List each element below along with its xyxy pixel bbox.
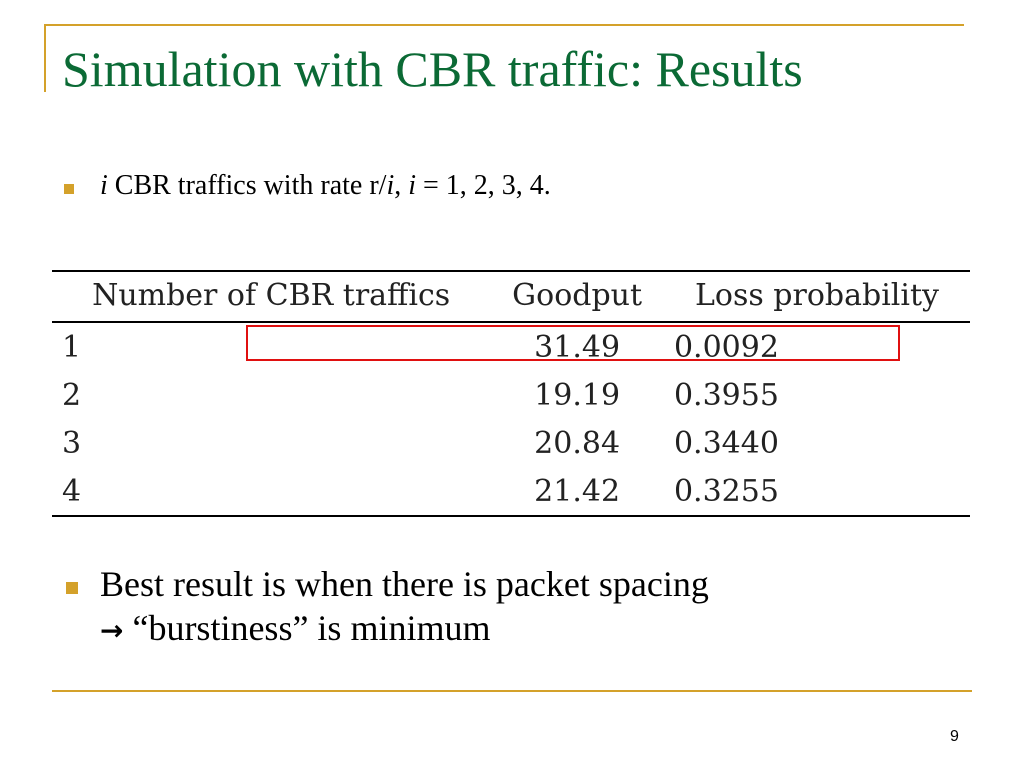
header-loss: Loss probability [694, 278, 939, 313]
bullet-text-conclusion: Best result is when there is packet spac… [100, 562, 960, 653]
cell-goodput: 21.42 [534, 473, 621, 509]
conclusion-line-1: Best result is when there is packet spac… [100, 564, 709, 604]
top-rule [44, 24, 964, 26]
bullet-text-rates: i CBR traffics with rate r/i, i = 1, 2, … [100, 170, 551, 202]
cell-goodput: 31.49 [534, 329, 621, 365]
bullet-marker [66, 582, 78, 594]
text-segment: CBR traffics with rate r/ [107, 170, 387, 201]
var-i: i [100, 170, 108, 201]
slide-title: Simulation with CBR traffic: Results [62, 41, 803, 97]
cell-goodput: 19.19 [534, 377, 621, 413]
cell-loss: 0.3440 [673, 425, 779, 461]
conclusion-line-2: “burstiness” is minimum [123, 608, 491, 648]
cell-number: 4 [62, 473, 82, 509]
cell-number: 2 [62, 377, 82, 413]
cell-loss: 0.3255 [673, 473, 779, 509]
table-row: 2 19.19 0.3955 [52, 371, 970, 419]
cell-number: 1 [62, 329, 82, 365]
best-row-highlight-box [246, 325, 900, 361]
text-segment: = 1, 2, 3, 4. [416, 170, 551, 201]
table-row: 3 20.84 0.3440 [52, 419, 970, 467]
bottom-rule [52, 690, 972, 692]
bullet-marker [64, 184, 74, 194]
cell-loss: 0.3955 [673, 377, 779, 413]
cell-goodput: 20.84 [534, 425, 621, 461]
cell-number: 3 [62, 425, 82, 461]
table-header-row: Number of CBR traffics Goodput Loss prob… [52, 271, 970, 322]
cell-loss: 0.0092 [673, 329, 779, 365]
results-table: Number of CBR traffics Goodput Loss prob… [52, 270, 970, 517]
header-goodput: Goodput [512, 278, 643, 313]
page-number: 9 [950, 728, 959, 745]
table-row: 4 21.42 0.3255 [52, 467, 970, 516]
arrow-right-icon: → [100, 614, 124, 647]
header-number: Number of CBR traffics [92, 278, 451, 313]
table-row: 1 31.49 0.0092 [52, 322, 970, 371]
left-rule [44, 24, 46, 92]
text-segment: , [394, 170, 409, 201]
var-i: i [386, 170, 395, 201]
var-i: i [408, 170, 416, 201]
